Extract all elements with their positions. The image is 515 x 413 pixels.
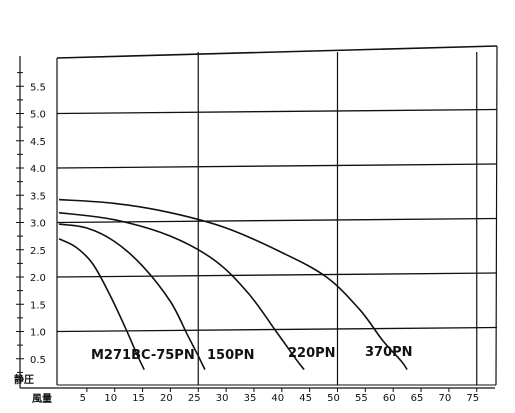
performance-curves [58,198,408,371]
grid-line-h [56,163,498,169]
grid [56,45,498,386]
grid-line-h [56,326,498,333]
x-tick-label: 70 [439,393,452,404]
x-tick-label: 60 [383,393,396,404]
curve-370pn [58,198,408,371]
grid-line-h [56,217,498,224]
y-tick-label: 3.0 [30,219,46,230]
x-tick-label: 10 [104,393,117,404]
series-labels: M271BC-75PN 150PN 220PN 370PN [91,345,413,363]
x-tick-label: 5 [80,393,86,404]
axis-ticks: 0.5 1.0 1.5 2.0 2.5 3.0 3.5 4.0 4.5 5.0 5.5 5 10 15 20… [16,56,495,404]
y-tick-label: 5.0 [30,110,46,121]
plot-right-border [495,45,498,386]
x-tick-label: 20 [160,393,173,404]
curve-150pn [58,223,206,370]
series-label-370pn: 370PN [365,345,413,360]
x-tick-label: 40 [271,393,284,404]
y-tick-label: 4.5 [30,137,46,148]
curve-m271bc-75pn [58,238,145,370]
x-tick-label: 45 [299,393,312,404]
y-tick-label: 4.0 [30,164,46,175]
x-tick-label: 30 [216,393,229,404]
y-axis-title: 静圧 [14,373,34,386]
x-tick-label: 75 [466,393,479,404]
x-tick-label: 35 [244,393,257,404]
x-tick-label: 15 [132,393,145,404]
curve-220pn [58,211,305,371]
grid-line-h [56,108,498,115]
x-tick-label: 65 [411,393,424,404]
series-label-150pn: 150PN [207,348,255,363]
series-label-m271bc-75pn: M271BC-75PN [91,348,195,363]
x-tick-label: 50 [327,393,340,404]
y-tick-label: 1.5 [30,300,46,311]
y-tick-label: 2.0 [30,273,46,284]
x-tick-label: 25 [188,393,201,404]
y-tick-label: 2.5 [30,246,46,257]
plot-top-border [56,45,498,59]
x-axis-title: 風量 [32,392,52,405]
y-tick-label: 1.0 [30,328,46,339]
y-tick-label: 5.5 [30,82,46,93]
series-label-220pn: 220PN [288,346,336,361]
y-tick-label: 0.5 [30,355,46,366]
x-tick-label: 55 [355,393,368,404]
grid-line-h [56,272,498,278]
y-tick-label: 3.5 [30,191,46,202]
